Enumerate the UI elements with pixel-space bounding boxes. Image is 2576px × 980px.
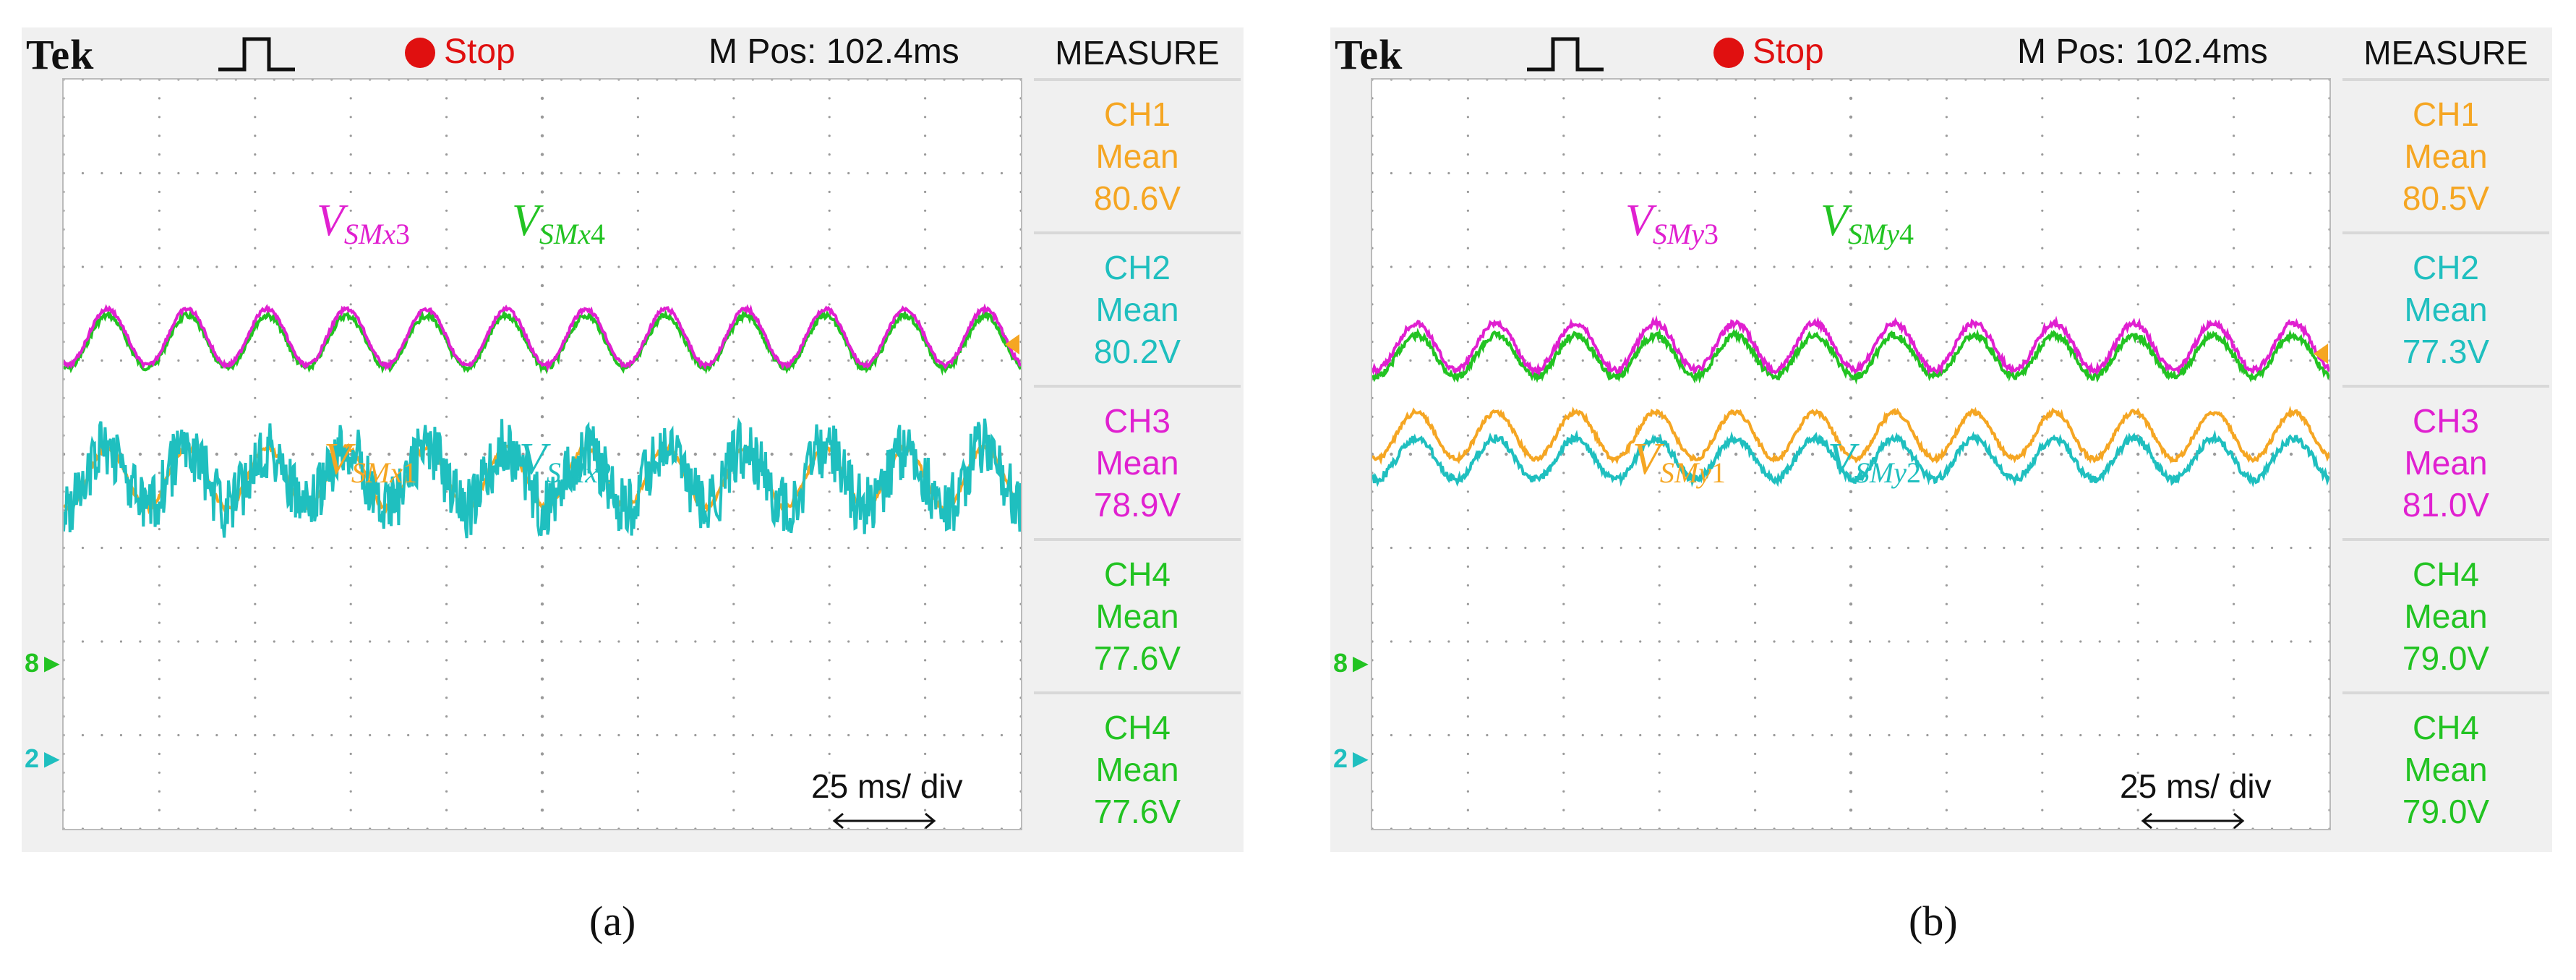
grid <box>64 80 1021 829</box>
measure-item-ch1: CH1 Mean 80.6V <box>1034 78 1241 231</box>
measure-item-ch2: CH2 Mean 77.3V <box>2342 231 2549 385</box>
measure-value: 80.6V <box>1093 179 1181 217</box>
measure-item-ch4-b: CH4 Mean 77.6V <box>1034 691 1241 845</box>
stop-icon <box>405 38 435 68</box>
trigger-pulse-icon <box>218 37 295 72</box>
measure-value: 79.0V <box>2402 793 2490 830</box>
series-line-vsmy2 <box>1372 430 2329 488</box>
panel-caption-a: (a) <box>589 898 636 945</box>
measure-stat: Mean <box>1095 291 1179 328</box>
measure-stat: Mean <box>1095 444 1179 482</box>
waveform-label-vsmx1: VSMx1 <box>324 435 417 489</box>
measure-value: 77.3V <box>2402 333 2490 370</box>
measure-value: 77.6V <box>1093 793 1181 830</box>
oscilloscope-panel-a: Tek Stop M Pos: 102.4ms VSMx1 VSMx2 VSMx… <box>22 27 1244 852</box>
time-scale-arrow-icon <box>2141 812 2245 830</box>
measure-stat: Mean <box>1095 597 1179 635</box>
waveform-label-vsmy3: VSMy3 <box>1625 196 1719 250</box>
measure-channel: CH3 <box>2412 402 2480 440</box>
series-line-vsmx2 <box>64 417 1021 539</box>
measure-value: 80.2V <box>1093 333 1181 370</box>
measure-value: 79.0V <box>2402 639 2490 677</box>
trigger-level-icon <box>1005 334 1019 355</box>
measure-channel: CH4 <box>1103 709 1171 746</box>
time-scale-label: 25 ms/ div <box>811 767 963 805</box>
measure-item-ch1: CH1 Mean 80.5V <box>2342 78 2549 231</box>
waveform-label-vsmy1: VSMy1 <box>1633 435 1726 489</box>
channel-ground-marker-2: 2► <box>1333 743 1374 773</box>
stop-icon <box>1713 38 1744 68</box>
brand-logo: Tek <box>26 31 95 78</box>
measure-channel: CH2 <box>1103 249 1171 286</box>
measure-stat: Mean <box>2404 751 2488 788</box>
series-line-vsmy1 <box>1372 405 2329 465</box>
panel-caption-b: (b) <box>1909 898 1958 945</box>
measure-panel: MEASURE CH1 Mean 80.5V CH2 Mean 77.3V CH… <box>2342 27 2549 852</box>
time-scale-arrow-icon <box>832 812 936 830</box>
measure-item-ch4-b: CH4 Mean 79.0V <box>2342 691 2549 845</box>
measure-channel: CH1 <box>1103 95 1171 133</box>
measure-item-ch3: CH3 Mean 78.9V <box>1034 385 1241 538</box>
measure-value: 81.0V <box>2402 486 2490 524</box>
measure-channel: CH3 <box>1103 402 1171 440</box>
scope-header: Tek Stop M Pos: 102.4ms <box>22 27 1019 78</box>
waveform-display: VSMx1 VSMx2 VSMx3 VSMx4 25 ms/ div <box>62 78 1022 830</box>
horizontal-position-readout: M Pos: 102.4ms <box>2017 33 2268 71</box>
run-status: Stop <box>444 33 515 71</box>
measure-stat: Mean <box>2404 291 2488 328</box>
measure-item-ch2: CH2 Mean 80.2V <box>1034 231 1241 385</box>
trigger-level-icon <box>2314 344 2328 365</box>
series-line-vsmy4 <box>1372 328 2329 385</box>
waveform-label-vsmy2: VSMy2 <box>1828 435 1921 489</box>
run-status: Stop <box>1753 33 1824 71</box>
trigger-pulse-icon <box>1527 37 1604 72</box>
measure-value: 77.6V <box>1093 639 1181 677</box>
waveform-label-vsmx4: VSMx4 <box>512 196 605 250</box>
waveform-label-vsmy4: VSMy4 <box>1820 196 1914 250</box>
horizontal-position-readout: M Pos: 102.4ms <box>709 33 959 71</box>
waveform-label-vsmx2: VSMx2 <box>519 435 612 489</box>
oscilloscope-panel-b: Tek Stop M Pos: 102.4ms VSMy1 VSMy2 VSMy… <box>1330 27 2552 852</box>
measure-stat: Mean <box>2404 444 2488 482</box>
waveform-display: VSMy1 VSMy2 VSMy3 VSMy4 25 ms/ div <box>1371 78 2331 830</box>
measure-value: 78.9V <box>1093 486 1181 524</box>
measure-channel: CH1 <box>2412 95 2480 133</box>
channel-ground-marker-2: 2► <box>25 743 65 773</box>
series-line-vsmy3 <box>1372 315 2329 377</box>
measure-title: MEASURE <box>1055 34 1220 72</box>
measure-channel: CH4 <box>2412 555 2480 593</box>
series-line-vsmx3 <box>64 303 1021 372</box>
measure-value: 80.5V <box>2402 179 2490 217</box>
scope-header: Tek Stop M Pos: 102.4ms <box>1330 27 2328 78</box>
measure-channel: CH4 <box>2412 709 2480 746</box>
waveform-label-vsmx3: VSMx3 <box>317 196 410 250</box>
waveform-plot-svg <box>1372 80 2329 829</box>
measure-item-ch4: CH4 Mean 77.6V <box>1034 538 1241 691</box>
grid <box>1372 80 2329 829</box>
measure-stat: Mean <box>2404 137 2488 175</box>
measure-item-ch3: CH3 Mean 81.0V <box>2342 385 2549 538</box>
measure-item-ch4: CH4 Mean 79.0V <box>2342 538 2549 691</box>
measure-panel: MEASURE CH1 Mean 80.6V CH2 Mean 80.2V CH… <box>1034 27 1241 852</box>
channel-ground-marker-3-4: 8► <box>25 648 65 678</box>
measure-stat: Mean <box>1095 751 1179 788</box>
measure-stat: Mean <box>1095 137 1179 175</box>
measure-stat: Mean <box>2404 597 2488 635</box>
waveform-plot-svg <box>64 80 1021 829</box>
channel-ground-marker-3-4: 8► <box>1333 648 1374 678</box>
measure-channel: CH2 <box>2412 249 2480 286</box>
time-scale-label: 25 ms/ div <box>2120 767 2272 805</box>
brand-logo: Tek <box>1335 31 1403 78</box>
measure-title: MEASURE <box>2363 34 2528 72</box>
measure-channel: CH4 <box>1103 555 1171 593</box>
